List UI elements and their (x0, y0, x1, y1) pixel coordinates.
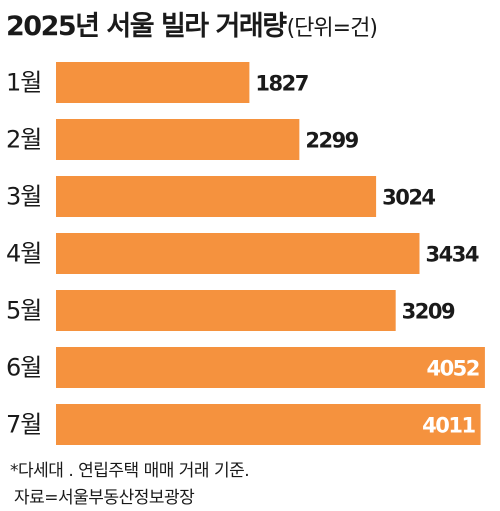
category-label: 2월 (6, 126, 41, 154)
category-label: 3월 (6, 183, 41, 211)
category-label: 6월 (6, 354, 41, 382)
value-label: 4052 (426, 357, 478, 381)
bar (56, 290, 396, 331)
bar-chart: 1월 1827 2월 2299 3월 3024 4월 3434 5월 3209 6월 4052 7월 40… (6, 62, 485, 445)
bar (56, 233, 420, 274)
unit-label: (단위=건) (286, 16, 378, 41)
bar (56, 404, 481, 445)
bar (56, 119, 300, 160)
footnote-source: 자료=서울부동산정보광장 (14, 488, 195, 508)
footnote-basis: *다세대 . 연립주택 매매 거래 기준. (10, 461, 250, 481)
value-label: 2299 (305, 129, 358, 153)
chart-title-row: 2025년 서울 빌라 거래량(단위=건) (6, 4, 378, 43)
value-label: 3209 (402, 300, 455, 324)
category-label: 4월 (6, 240, 41, 268)
value-label: 3024 (382, 186, 435, 210)
value-label: 4011 (422, 414, 475, 438)
value-label: 1827 (255, 72, 307, 96)
bar (56, 176, 377, 217)
category-label: 1월 (6, 69, 41, 97)
category-label: 5월 (6, 297, 41, 325)
chart-title: 2025년 서울 빌라 거래량 (6, 11, 287, 42)
bar (56, 62, 250, 103)
value-label: 3434 (426, 243, 479, 267)
bar (56, 347, 485, 388)
category-label: 7월 (6, 411, 41, 439)
